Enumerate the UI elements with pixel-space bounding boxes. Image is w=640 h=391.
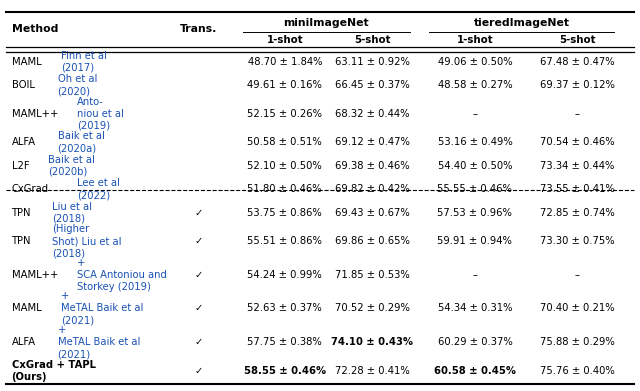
Text: Anto-
niou et al
(2019): Anto- niou et al (2019) bbox=[77, 97, 124, 131]
Text: BOIL: BOIL bbox=[12, 80, 35, 90]
Text: –: – bbox=[472, 270, 477, 280]
Text: 54.40 ± 0.50%: 54.40 ± 0.50% bbox=[438, 161, 512, 171]
Text: 1-shot: 1-shot bbox=[456, 35, 493, 45]
Text: Finn et al
(2017): Finn et al (2017) bbox=[61, 51, 107, 73]
Text: 69.86 ± 0.65%: 69.86 ± 0.65% bbox=[335, 236, 410, 246]
Text: Liu et al
(2018): Liu et al (2018) bbox=[52, 202, 92, 224]
Text: 52.15 ± 0.26%: 52.15 ± 0.26% bbox=[247, 109, 323, 119]
Text: 68.32 ± 0.44%: 68.32 ± 0.44% bbox=[335, 109, 410, 119]
Text: TPN: TPN bbox=[12, 236, 31, 246]
Text: CxGrad: CxGrad bbox=[12, 184, 49, 194]
Text: 53.75 ± 0.86%: 53.75 ± 0.86% bbox=[248, 208, 322, 218]
Text: +
MeTAL Baik et al
(2021): + MeTAL Baik et al (2021) bbox=[58, 325, 140, 359]
Text: –: – bbox=[472, 109, 477, 119]
Text: 63.11 ± 0.92%: 63.11 ± 0.92% bbox=[335, 57, 410, 67]
Text: MAML++: MAML++ bbox=[12, 109, 58, 119]
Text: ✓: ✓ bbox=[194, 208, 203, 218]
Text: 69.82 ± 0.42%: 69.82 ± 0.42% bbox=[335, 184, 410, 194]
Text: L2F: L2F bbox=[12, 161, 29, 171]
Text: 60.29 ± 0.37%: 60.29 ± 0.37% bbox=[438, 337, 512, 347]
Text: 57.53 ± 0.96%: 57.53 ± 0.96% bbox=[438, 208, 512, 218]
Text: 48.58 ± 0.27%: 48.58 ± 0.27% bbox=[438, 80, 512, 90]
Text: 73.55 ± 0.41%: 73.55 ± 0.41% bbox=[540, 184, 614, 194]
Text: Oh et al
(2020): Oh et al (2020) bbox=[58, 74, 97, 96]
Text: –: – bbox=[575, 109, 580, 119]
Text: 48.70 ± 1.84%: 48.70 ± 1.84% bbox=[248, 57, 322, 67]
Text: MAML: MAML bbox=[12, 57, 41, 67]
Text: ✓: ✓ bbox=[194, 366, 203, 376]
Text: ALFA: ALFA bbox=[12, 137, 36, 147]
Text: 59.91 ± 0.94%: 59.91 ± 0.94% bbox=[438, 236, 512, 246]
Text: 55.51 ± 0.86%: 55.51 ± 0.86% bbox=[248, 236, 322, 246]
Text: MAML++: MAML++ bbox=[12, 270, 58, 280]
Text: TPN: TPN bbox=[12, 208, 31, 218]
Text: +
MeTAL Baik et al
(2021): + MeTAL Baik et al (2021) bbox=[61, 292, 143, 325]
Text: 73.30 ± 0.75%: 73.30 ± 0.75% bbox=[540, 236, 614, 246]
Text: 71.85 ± 0.53%: 71.85 ± 0.53% bbox=[335, 270, 410, 280]
Text: Baik et al
(2020a): Baik et al (2020a) bbox=[58, 131, 104, 153]
Text: ✓: ✓ bbox=[194, 270, 203, 280]
Text: MAML: MAML bbox=[12, 303, 41, 314]
Text: Trans.: Trans. bbox=[180, 24, 217, 34]
Text: 53.16 ± 0.49%: 53.16 ± 0.49% bbox=[438, 137, 512, 147]
Text: 5-shot: 5-shot bbox=[559, 35, 596, 45]
Text: +
SCA Antoniou and
Storkey (2019): + SCA Antoniou and Storkey (2019) bbox=[77, 258, 166, 292]
Text: 49.61 ± 0.16%: 49.61 ± 0.16% bbox=[248, 80, 322, 90]
Text: 70.54 ± 0.46%: 70.54 ± 0.46% bbox=[540, 137, 614, 147]
Text: (Higher
Shot) Liu et al
(2018): (Higher Shot) Liu et al (2018) bbox=[52, 224, 122, 258]
Text: 54.24 ± 0.99%: 54.24 ± 0.99% bbox=[248, 270, 322, 280]
Text: 58.55 ± 0.46%: 58.55 ± 0.46% bbox=[244, 366, 326, 376]
Text: 73.34 ± 0.44%: 73.34 ± 0.44% bbox=[540, 161, 614, 171]
Text: 75.88 ± 0.29%: 75.88 ± 0.29% bbox=[540, 337, 614, 347]
Text: –: – bbox=[575, 270, 580, 280]
Text: 51.80 ± 0.46%: 51.80 ± 0.46% bbox=[248, 184, 322, 194]
Text: 1-shot: 1-shot bbox=[266, 35, 303, 45]
Text: 57.75 ± 0.38%: 57.75 ± 0.38% bbox=[248, 337, 322, 347]
Text: 70.40 ± 0.21%: 70.40 ± 0.21% bbox=[540, 303, 614, 314]
Text: 69.43 ± 0.67%: 69.43 ± 0.67% bbox=[335, 208, 410, 218]
Text: 52.10 ± 0.50%: 52.10 ± 0.50% bbox=[248, 161, 322, 171]
Text: 72.28 ± 0.41%: 72.28 ± 0.41% bbox=[335, 366, 410, 376]
Text: Lee et al
(2022): Lee et al (2022) bbox=[77, 178, 120, 200]
Text: tieredImageNet: tieredImageNet bbox=[474, 18, 570, 28]
Text: 55.55 ± 0.46%: 55.55 ± 0.46% bbox=[438, 184, 512, 194]
Text: 72.85 ± 0.74%: 72.85 ± 0.74% bbox=[540, 208, 614, 218]
Text: 70.52 ± 0.29%: 70.52 ± 0.29% bbox=[335, 303, 410, 314]
Text: 69.38 ± 0.46%: 69.38 ± 0.46% bbox=[335, 161, 410, 171]
Text: 69.37 ± 0.12%: 69.37 ± 0.12% bbox=[540, 80, 614, 90]
Text: Method: Method bbox=[12, 24, 58, 34]
Text: 52.63 ± 0.37%: 52.63 ± 0.37% bbox=[248, 303, 322, 314]
Text: ✓: ✓ bbox=[194, 303, 203, 314]
Text: ALFA: ALFA bbox=[12, 337, 36, 347]
Text: 75.76 ± 0.40%: 75.76 ± 0.40% bbox=[540, 366, 614, 376]
Text: 69.12 ± 0.47%: 69.12 ± 0.47% bbox=[335, 137, 410, 147]
Text: CxGrad + TAPL
(Ours): CxGrad + TAPL (Ours) bbox=[12, 360, 95, 382]
Text: ✓: ✓ bbox=[194, 236, 203, 246]
Text: 60.58 ± 0.45%: 60.58 ± 0.45% bbox=[434, 366, 516, 376]
Text: 54.34 ± 0.31%: 54.34 ± 0.31% bbox=[438, 303, 512, 314]
Text: 5-shot: 5-shot bbox=[354, 35, 391, 45]
Text: 66.45 ± 0.37%: 66.45 ± 0.37% bbox=[335, 80, 410, 90]
Text: 67.48 ± 0.47%: 67.48 ± 0.47% bbox=[540, 57, 614, 67]
Text: 50.58 ± 0.51%: 50.58 ± 0.51% bbox=[248, 137, 322, 147]
Text: 49.06 ± 0.50%: 49.06 ± 0.50% bbox=[438, 57, 512, 67]
Text: ✓: ✓ bbox=[194, 337, 203, 347]
Text: 74.10 ± 0.43%: 74.10 ± 0.43% bbox=[332, 337, 413, 347]
Text: Baik et al
(2020b): Baik et al (2020b) bbox=[48, 155, 95, 177]
Text: miniImageNet: miniImageNet bbox=[284, 18, 369, 28]
